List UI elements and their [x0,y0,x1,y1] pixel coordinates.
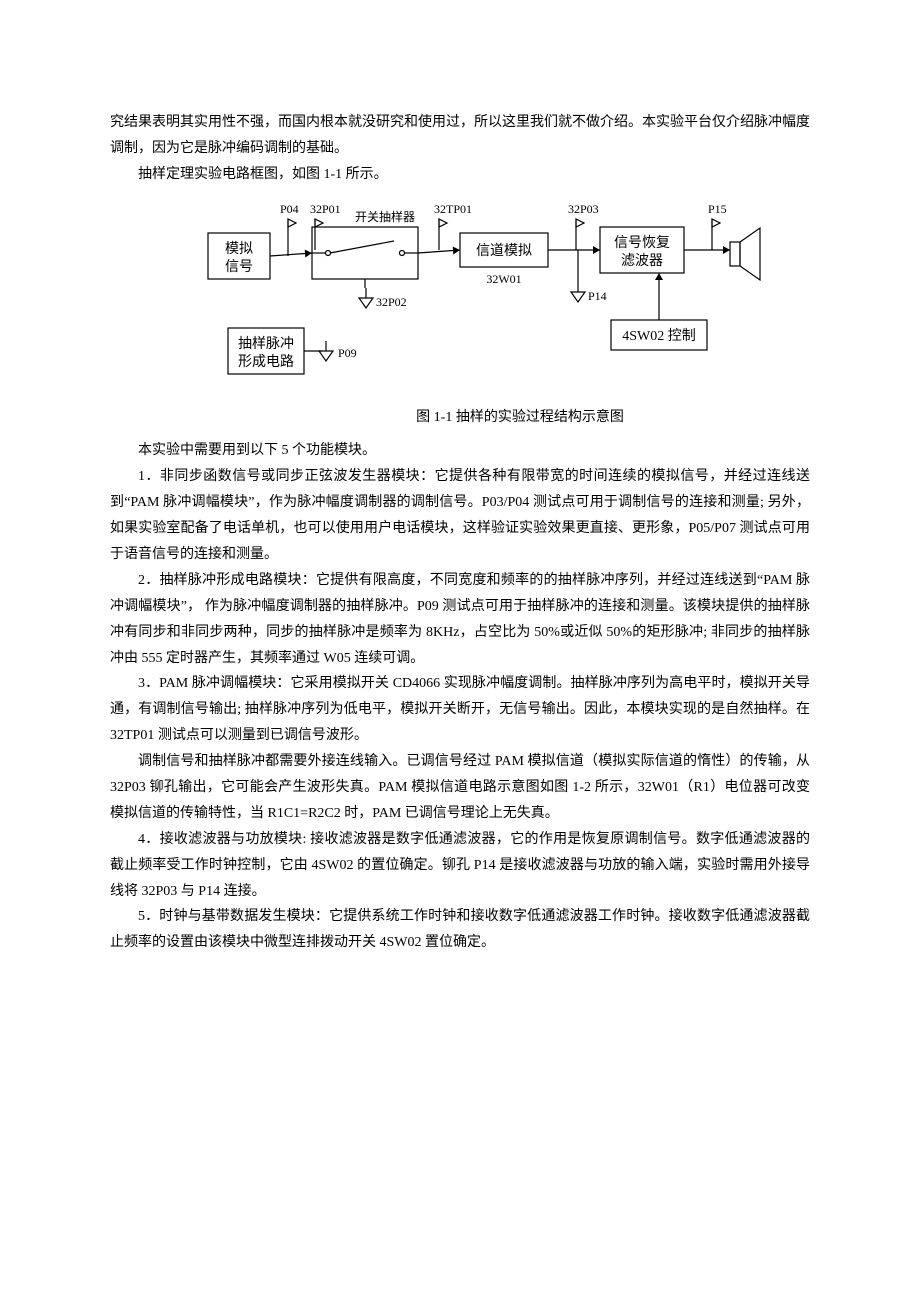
svg-text:信号恢复: 信号恢复 [614,234,670,251]
svg-text:开关抽样器: 开关抽样器 [355,209,415,224]
figure-caption: 图 1-1 抽样的实验过程结构示意图 [270,405,770,431]
para-module-4: 4．接收滤波器与功放模块: 接收滤波器是数字低通滤波器，它的作用是恢复原调制信号… [110,827,810,905]
svg-text:P14: P14 [588,289,607,303]
svg-text:P04: P04 [280,202,299,216]
para-intro: 究结果表明其实用性不强，而国内根本就没研究和使用过，所以这里我们就不做介绍。本实… [110,110,810,162]
diagram-1-1: 模拟信号 开关抽样器信道模拟 32W01 信号恢复滤波器 4SW02 控制抽样脉冲形成电… [150,198,770,431]
svg-text:32W01: 32W01 [486,272,521,286]
para-module-3: 3．PAM 脉冲调幅模块：它采用模拟开关 CD4066 实现脉冲幅度调制。抽样脉… [110,671,810,749]
svg-text:滤波器: 滤波器 [621,253,663,269]
svg-text:4SW02 控制: 4SW02 控制 [622,328,696,344]
para-module-5: 5．时钟与基带数据发生模块：它提供系统工作时钟和接收数字低通滤波器工作时钟。接收… [110,904,810,956]
svg-text:32P03: 32P03 [568,202,599,216]
svg-text:32P02: 32P02 [376,295,407,309]
svg-text:P15: P15 [708,202,727,216]
para-modules-intro: 本实验中需要用到以下 5 个功能模块。 [110,438,810,464]
svg-text:32TP01: 32TP01 [434,202,472,216]
para-module-1: 1．非同步函数信号或同步正弦波发生器模块：它提供各种有限带宽的时间连续的模拟信号… [110,464,810,568]
svg-text:形成电路: 形成电路 [238,354,294,370]
svg-text:抽样脉冲: 抽样脉冲 [238,336,294,352]
svg-text:信号: 信号 [225,259,253,275]
svg-text:P09: P09 [338,346,357,360]
svg-text:模拟: 模拟 [225,241,253,257]
svg-text:32P01: 32P01 [310,202,341,216]
para-ref-fig: 抽样定理实验电路框图，如图 1-1 所示。 [110,162,810,188]
para-module-3b: 调制信号和抽样脉冲都需要外接连线输入。已调信号经过 PAM 模拟信道（模拟实际信… [110,749,810,827]
svg-text:信道模拟: 信道模拟 [476,243,532,259]
para-module-2: 2．抽样脉冲形成电路模块：它提供有限高度，不同宽度和频率的的抽样脉冲序列，并经过… [110,568,810,672]
